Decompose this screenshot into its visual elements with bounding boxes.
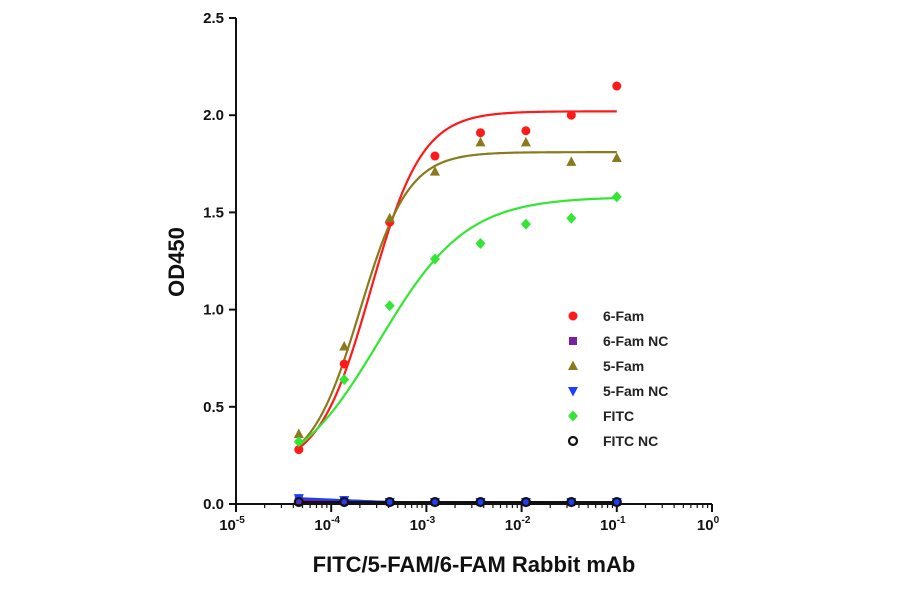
point-fitc-nc [429, 496, 441, 508]
fit-curve-5-fam [298, 151, 617, 446]
legend-label-6-fam: 6-Fam [603, 308, 644, 324]
y-tick-label: 1.5 [203, 204, 224, 221]
x-tick-label: 10-5 [219, 515, 245, 534]
point-5-fam-nc [520, 498, 531, 508]
point-5-fam [339, 341, 350, 351]
x-axis-title: FITC/5-FAM/6-FAM Rabbit mAb [313, 552, 636, 577]
point-6-fam [430, 151, 440, 161]
point-5-fam [475, 136, 486, 147]
legend-marker-5-fam-nc [568, 387, 578, 397]
point-fitc-nc [520, 496, 532, 508]
point-5-fam [520, 136, 531, 147]
fit-curve-6-fam [298, 110, 617, 450]
x-tick-base: 10 [410, 517, 427, 534]
x-tick-exponent: -4 [331, 515, 340, 526]
x-tick-label: 100 [697, 515, 720, 534]
point-fitc [611, 191, 622, 203]
fit-curves [298, 110, 617, 504]
x-tick-exponent: 0 [714, 515, 720, 526]
point-5-fam [611, 152, 622, 162]
axes [235, 18, 712, 505]
legend-label-5-fam: 5-Fam [603, 358, 644, 374]
point-6-fam [339, 359, 349, 369]
point-5-fam [293, 428, 304, 439]
legend: 6-Fam 6-Fam NC 5-Fam 5-Fam NC FITC FITC NC [567, 308, 668, 449]
legend-label-5-fam-nc: 5-Fam NC [603, 383, 668, 399]
legend-label-fitc: FITC [603, 408, 634, 424]
point-fitc [475, 238, 486, 250]
point-6-fam [521, 126, 531, 136]
x-tick-base: 10 [505, 517, 522, 534]
legend-marker-6-fam [568, 311, 578, 321]
point-fitc-nc [475, 496, 486, 508]
y-axis-title: OD450 [164, 227, 189, 297]
y-tick-label: 1.0 [203, 302, 224, 319]
legend-marker-5-fam [568, 360, 578, 370]
point-6-fam [612, 81, 622, 91]
point-6-fam [294, 445, 304, 455]
data-points [293, 81, 622, 508]
point-fitc-nc [566, 496, 577, 508]
legend-label-fitc-nc: FITC NC [603, 433, 658, 449]
x-tick-exponent: -2 [521, 515, 530, 526]
x-tick-exponent: -3 [426, 515, 435, 526]
x-tick-label: 10-4 [314, 515, 340, 534]
point-fitc [293, 436, 304, 448]
x-tick-base: 10 [697, 517, 714, 534]
point-6-fam [566, 110, 576, 120]
y-tick-label: 2.5 [203, 10, 224, 27]
point-fitc [384, 300, 395, 312]
point-6-fam [475, 128, 485, 138]
x-tick-exponent: -5 [236, 515, 245, 526]
point-5-fam-nc [475, 498, 486, 508]
legend-marker-6-fam-nc [569, 337, 577, 345]
x-tick-base: 10 [600, 517, 617, 534]
point-fitc [339, 374, 350, 386]
x-tick-label: 10-1 [600, 515, 626, 534]
y-ticks: 0.0 0.5 1.0 1.5 2.0 2.5 [203, 10, 236, 513]
x-tick-label: 10-3 [410, 515, 436, 534]
x-ticks: 10-5 10-4 10-3 10-2 10-1 100 [219, 504, 720, 534]
point-fitc [520, 218, 531, 230]
x-tick-label: 10-2 [505, 515, 531, 534]
point-5-fam [384, 212, 395, 223]
point-5-fam-nc [611, 498, 622, 508]
point-fitc-nc [339, 496, 350, 508]
point-5-fam-nc [566, 498, 577, 508]
fit-curve-fitc [298, 196, 617, 447]
point-fitc-nc [293, 496, 304, 508]
point-5-fam [566, 156, 577, 166]
point-5-fam-nc [384, 498, 395, 508]
point-5-fam [429, 166, 440, 176]
point-fitc [429, 253, 440, 265]
legend-marker-fitc [568, 410, 578, 422]
x-tick-exponent: -1 [617, 515, 626, 526]
point-fitc-nc [611, 496, 622, 508]
x-tick-base: 10 [219, 517, 236, 534]
point-fitc-nc [384, 496, 395, 508]
point-5-fam-nc [429, 498, 440, 508]
x-tick-base: 10 [314, 517, 331, 534]
legend-label-6-fam-nc: 6-Fam NC [603, 333, 668, 349]
y-tick-label: 2.0 [203, 107, 224, 124]
y-tick-label: 0.0 [203, 496, 224, 513]
y-tick-label: 0.5 [203, 399, 224, 416]
legend-marker-fitc-nc [567, 435, 579, 447]
point-fitc [566, 212, 577, 224]
